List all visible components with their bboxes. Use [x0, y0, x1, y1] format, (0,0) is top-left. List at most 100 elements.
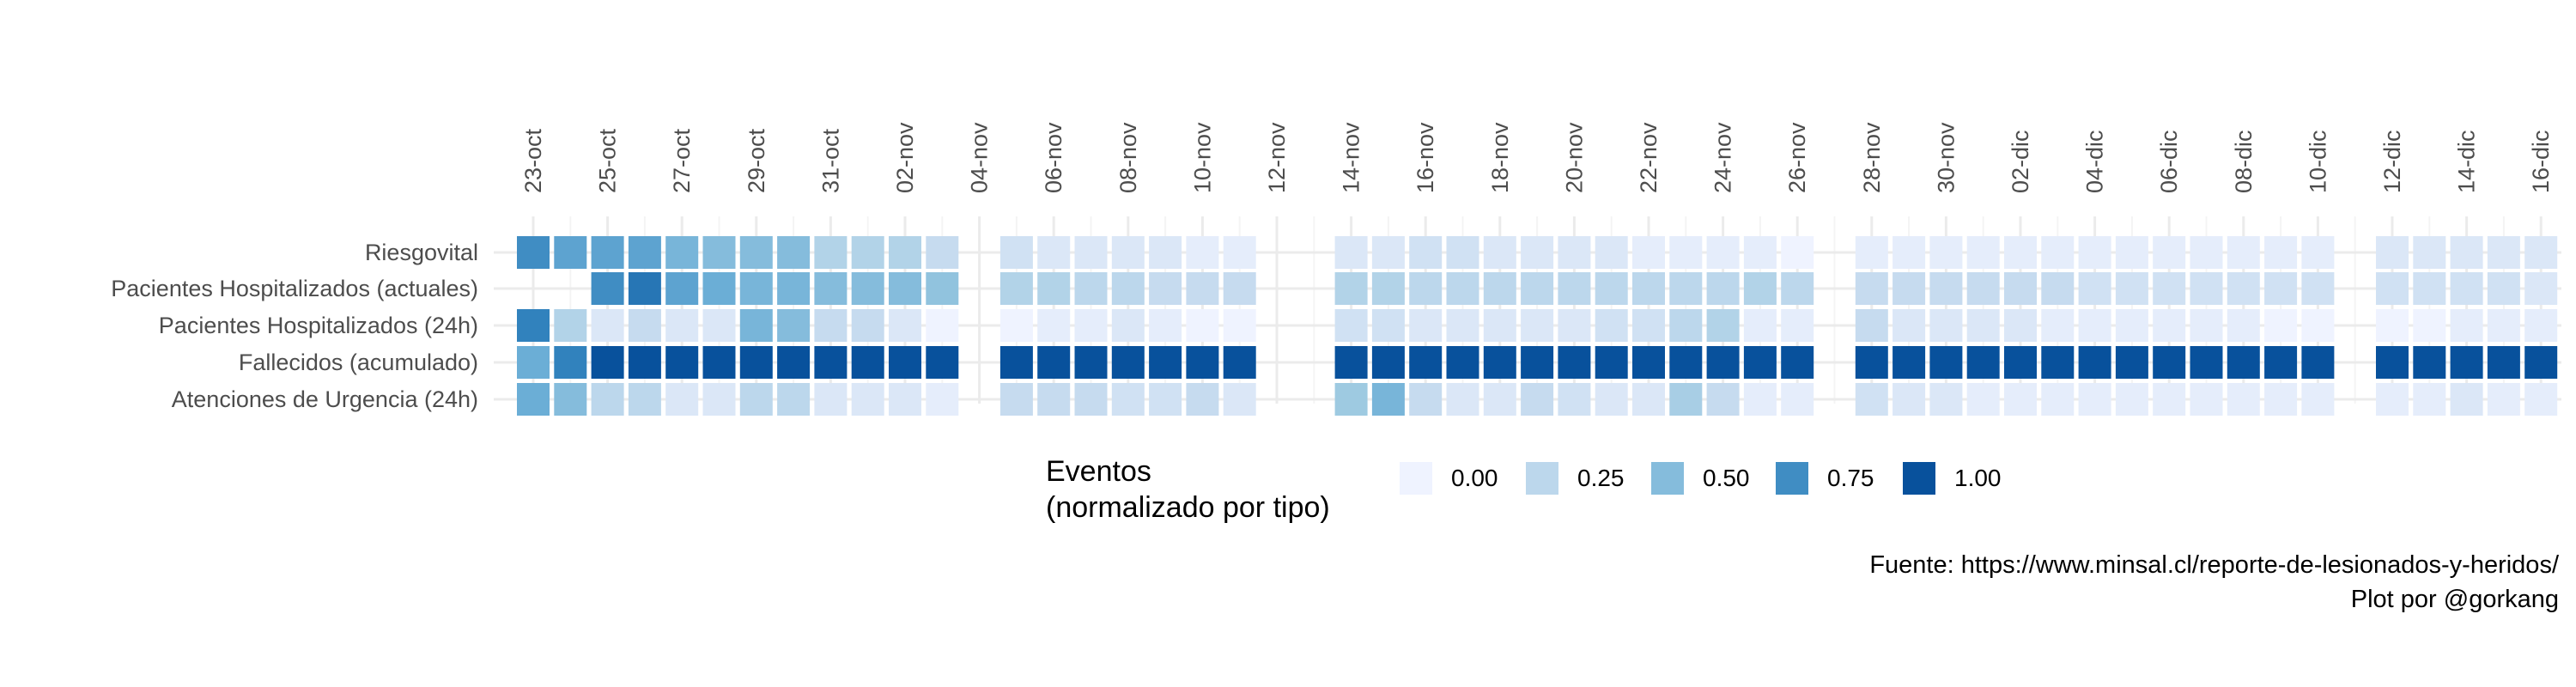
x-tick-label: 08-nov: [1115, 122, 1141, 193]
heatmap-cell: [628, 236, 661, 269]
heatmap-cell: [1371, 272, 1405, 305]
heatmap-cell: [2153, 346, 2186, 379]
heatmap-cell: [702, 383, 736, 416]
x-tick-label: 29-oct: [744, 128, 769, 193]
x-tick-label: 04-nov: [967, 122, 993, 193]
heatmap-cell: [702, 272, 736, 305]
heatmap-cell: [1409, 309, 1443, 342]
heatmap-cell: [2004, 309, 2037, 342]
legend-label: 0.00: [1451, 465, 1498, 491]
heatmap-cell: [999, 383, 1033, 416]
legend-key: [1776, 462, 1808, 495]
heatmap-cell: [2487, 272, 2520, 305]
heatmap-cell: [1483, 309, 1516, 342]
heatmap-cell: [2264, 346, 2298, 379]
x-tick-label: 06-dic: [2156, 130, 2182, 193]
heatmap-cells: [517, 236, 2558, 416]
heatmap-cell: [1521, 236, 1554, 269]
legend-item: 0.00: [1400, 461, 1498, 495]
legend-item: 0.25: [1526, 461, 1625, 495]
x-tick-label: 31-oct: [817, 128, 843, 193]
heatmap-cell: [2376, 272, 2409, 305]
heatmap-cell: [777, 383, 811, 416]
heatmap-cell: [851, 272, 884, 305]
heatmap-cell: [1149, 346, 1182, 379]
heatmap-cell: [554, 383, 587, 416]
legend-item: 1.00: [1903, 461, 2002, 495]
heatmap-cell: [1111, 383, 1145, 416]
heatmap-cell: [1893, 383, 1926, 416]
heatmap-cell: [739, 383, 773, 416]
heatmap-cell: [1371, 346, 1405, 379]
heatmap-cell: [1446, 383, 1479, 416]
x-tick-label: 14-nov: [1339, 122, 1364, 193]
x-tick-labels: 23-oct 25-oct 27-oct 29-oct 31-oct 02-nov 04-n…: [520, 122, 2554, 193]
heatmap-cell: [889, 346, 921, 379]
heatmap-cell: [739, 346, 773, 379]
y-tick-label: Pacientes Hospitalizados (actuales): [111, 276, 478, 301]
heatmap-cell: [1595, 236, 1628, 269]
heatmap-cell: [926, 346, 959, 379]
heatmap-cell: [1074, 346, 1108, 379]
heatmap-cell: [1483, 236, 1516, 269]
x-tick-label: 24-nov: [1710, 122, 1736, 193]
heatmap-cell: [1558, 383, 1591, 416]
heatmap-cell: [2153, 272, 2186, 305]
heatmap-cell: [1186, 236, 1219, 269]
x-tick-label: 20-nov: [1561, 122, 1587, 193]
x-tick-label: 02-nov: [892, 122, 918, 193]
heatmap-cell: [1149, 236, 1182, 269]
x-tick-label: 18-nov: [1487, 122, 1513, 193]
heatmap-cell: [2413, 383, 2446, 416]
heatmap-cell: [1521, 272, 1554, 305]
x-tick-label: 06-nov: [1041, 122, 1066, 193]
heatmap-cell: [1929, 236, 1963, 269]
heatmap-cell: [1037, 383, 1071, 416]
heatmap-cell: [665, 383, 699, 416]
heatmap-cell: [1855, 272, 1888, 305]
heatmap-cell: [1149, 309, 1182, 342]
heatmap-cell: [628, 383, 661, 416]
heatmap-cell: [1334, 272, 1368, 305]
heatmap-cell: [1632, 236, 1665, 269]
heatmap-cell: [2004, 272, 2037, 305]
x-tick-label: 02-dic: [2008, 130, 2033, 193]
heatmap-cell: [2450, 383, 2483, 416]
heatmap-cell: [1037, 346, 1071, 379]
heatmap-cell: [999, 272, 1033, 305]
heatmap-cell: [2524, 383, 2558, 416]
heatmap-cell: [1966, 383, 2000, 416]
heatmap-cell: [1558, 346, 1591, 379]
heatmap-cell: [2487, 346, 2520, 379]
x-tick-label: 28-nov: [1859, 122, 1885, 193]
legend-title: Eventos (normalizado por tipo): [1046, 455, 1330, 524]
heatmap-cell: [777, 236, 811, 269]
heatmap-cell: [1521, 309, 1554, 342]
heatmap-cell: [1446, 346, 1479, 379]
heatmap-cell: [1706, 272, 1740, 305]
heatmap-cell: [1595, 383, 1628, 416]
heatmap-cell: [2004, 346, 2037, 379]
heatmap-cell: [1371, 383, 1405, 416]
heatmap-cell: [1706, 309, 1740, 342]
heatmap-cell: [1743, 236, 1777, 269]
heatmap-cell: [1669, 346, 1703, 379]
heatmap-cell: [2153, 309, 2186, 342]
heatmap-cell: [2450, 236, 2483, 269]
heatmap-cell: [628, 309, 661, 342]
heatmap-cell: [1966, 309, 2000, 342]
x-tick-label: 10-nov: [1189, 122, 1215, 193]
legend-item: 0.50: [1651, 461, 1750, 495]
heatmap-cell: [591, 383, 624, 416]
heatmap-cell: [1669, 309, 1703, 342]
heatmap-cell: [2524, 346, 2558, 379]
heatmap-cell: [1037, 236, 1071, 269]
heatmap-cell: [814, 309, 848, 342]
heatmap-cell: [1521, 346, 1554, 379]
heatmap-cell: [1595, 272, 1628, 305]
heatmap-cell: [739, 236, 773, 269]
heatmap-cell: [517, 383, 550, 416]
heatmap-cell: [889, 236, 921, 269]
heatmap-cell: [1409, 272, 1443, 305]
heatmap-cell: [591, 236, 624, 269]
